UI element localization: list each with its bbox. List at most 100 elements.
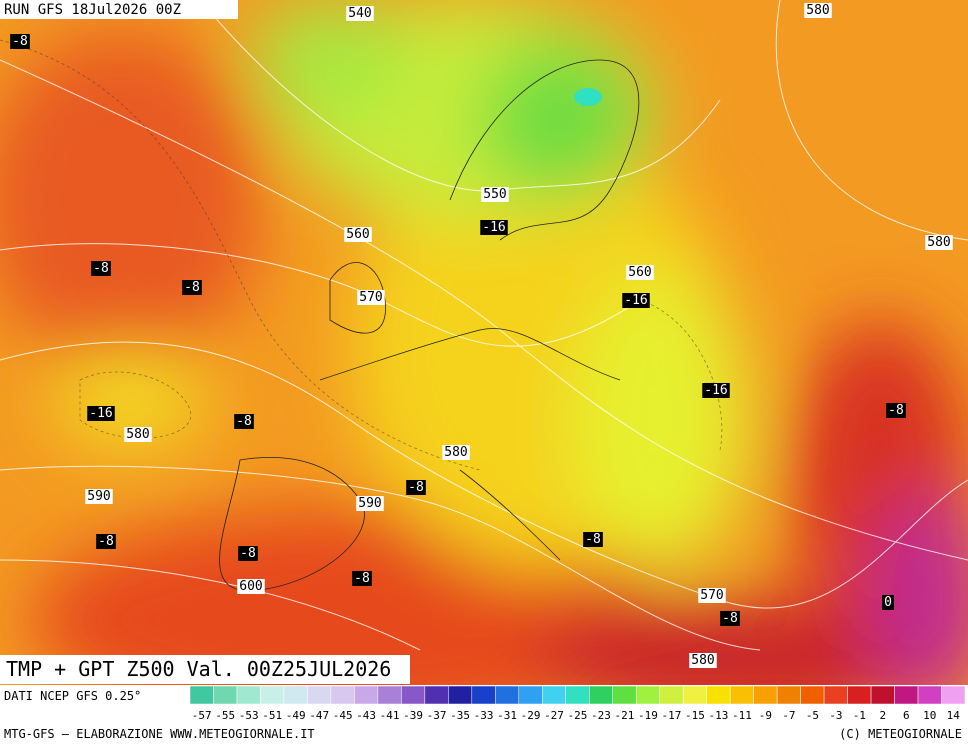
colorbar-label: 14 (947, 709, 961, 722)
colorbar-swatch (213, 685, 238, 705)
temperature-label: -8 (98, 534, 114, 549)
height-label: 580 (927, 235, 950, 250)
run-label: RUN GFS 18Jul2026 00Z (4, 2, 181, 18)
label-box (702, 383, 730, 398)
colorbar-swatch (542, 685, 567, 705)
label-box (182, 280, 202, 295)
height-label: 580 (806, 3, 829, 18)
contour-labels: 540 580 550 560 580 560 570 580 580 590 590 600 570 5… (10, 3, 953, 668)
colorbar-label: -33 (474, 709, 494, 722)
colorbar-swatch (448, 685, 473, 705)
colorbar-swatch (729, 685, 754, 705)
label-box (91, 261, 111, 276)
temperature-label: -8 (93, 261, 109, 276)
label-box (583, 532, 603, 547)
colorbar-swatch (823, 685, 848, 705)
colorbar-swatch (800, 685, 825, 705)
colorbar-label: 2 (879, 709, 886, 722)
colorbar-label: -15 (685, 709, 705, 722)
label-box (85, 489, 113, 504)
label-box (346, 6, 374, 21)
temperature-label: -8 (354, 571, 370, 586)
label-box (720, 611, 740, 626)
height-label: 600 (239, 579, 262, 594)
colorbar-label: -5 (806, 709, 819, 722)
colorbar-swatch (565, 685, 590, 705)
colorbar-swatch (847, 685, 872, 705)
colorbar-label: -43 (356, 709, 376, 722)
colorbar-swatch (706, 685, 731, 705)
colorbar-swatch (377, 685, 402, 705)
label-box (356, 496, 384, 511)
colorbar-label: -1 (853, 709, 866, 722)
colorbar-swatch (189, 685, 214, 705)
colorbar-swatch (283, 685, 308, 705)
colorbar-label: -41 (380, 709, 400, 722)
height-label: 560 (628, 265, 651, 280)
label-box (626, 265, 654, 280)
colorbar-label: -35 (450, 709, 470, 722)
colorbar-swatch (917, 685, 942, 705)
colorbar-label: -27 (544, 709, 564, 722)
temperature-label: -8 (236, 414, 252, 429)
height-label: 590 (87, 489, 110, 504)
temperature-label: -16 (704, 383, 727, 398)
source-label: DATI NCEP GFS 0.25° (4, 689, 141, 703)
colorbar-swatch (401, 685, 426, 705)
colorbar-label: -57 (192, 709, 212, 722)
colorbar-swatch (588, 685, 613, 705)
temperature-label: -16 (482, 220, 505, 235)
credit-label: MTG-GFS — ELABORAZIONE WWW.METEOGIORNALE… (4, 727, 315, 741)
map (0, 0, 968, 685)
colorbar-label: -47 (309, 709, 329, 722)
label-box (882, 595, 894, 610)
height-label: 580 (126, 427, 149, 442)
label-box (804, 3, 832, 18)
colorbar: -57 -55 -53 -51 -49 -47 -45 -43 -41 -39 -37 -35 -33-… (189, 685, 966, 722)
colorbar-label: -7 (782, 709, 795, 722)
colorbar-label: -23 (591, 709, 611, 722)
colorbar-swatch (307, 685, 332, 705)
colorbar-label: -17 (662, 709, 682, 722)
label-box (622, 293, 650, 308)
label-box (480, 220, 508, 235)
label-box (124, 427, 152, 442)
label-box (237, 579, 265, 594)
colorbar-label: -37 (427, 709, 447, 722)
label-box (238, 546, 258, 561)
temperature-label: -8 (184, 280, 200, 295)
label-box (96, 534, 116, 549)
colorbar-label: -13 (708, 709, 728, 722)
colorbar-swatch (424, 685, 449, 705)
label-box (344, 227, 372, 242)
colorbar-label: 6 (903, 709, 910, 722)
colorbar-swatch (260, 685, 285, 705)
label-box (689, 653, 717, 668)
height-label: 560 (346, 227, 369, 242)
colorbar-label: -51 (262, 709, 282, 722)
label-box (357, 290, 385, 305)
height-label: 550 (483, 187, 506, 202)
colorbar-swatch (518, 685, 543, 705)
label-box (442, 445, 470, 460)
colorbar-label: -55 (215, 709, 235, 722)
colorbar-label: -29 (521, 709, 541, 722)
colorbar-label: -45 (333, 709, 353, 722)
temperature-label: -8 (12, 34, 28, 49)
temperature-label: -8 (888, 403, 904, 418)
temperature-label: -16 (624, 293, 647, 308)
colorbar-swatch (753, 685, 778, 705)
colorbar-swatch (776, 685, 801, 705)
temperature-label: -8 (722, 611, 738, 626)
colorbar-swatch (330, 685, 355, 705)
temperature-label: -8 (408, 480, 424, 495)
height-label: 590 (358, 496, 381, 511)
header-box (0, 0, 238, 19)
colorbar-swatch (894, 685, 919, 705)
height-label: 580 (444, 445, 467, 460)
title-box (0, 655, 410, 684)
label-box (352, 571, 372, 586)
map-title: TMP + GPT Z500 Val. 00Z25JUL2026 (6, 657, 391, 681)
colorbar-swatch (659, 685, 684, 705)
